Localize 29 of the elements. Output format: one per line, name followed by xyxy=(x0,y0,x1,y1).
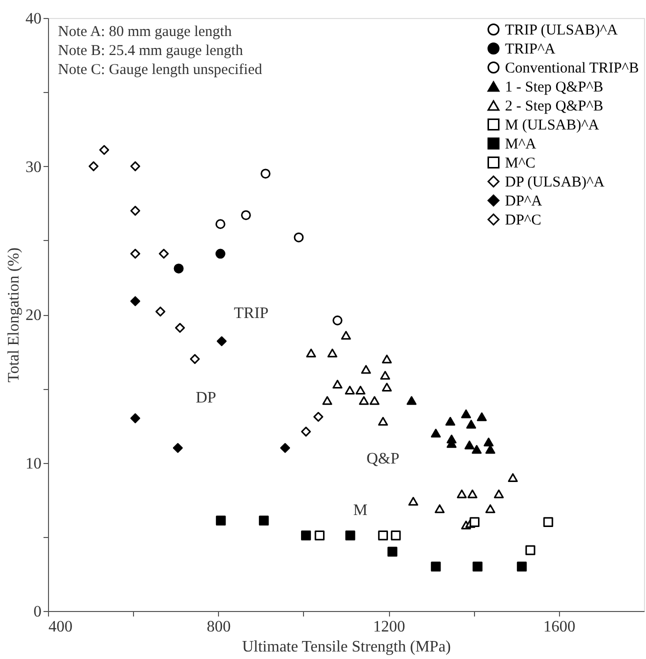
annotation: TRIP xyxy=(234,305,269,322)
legend-label: TRIP (ULSAB)^A xyxy=(505,22,618,38)
legend-label: M^C xyxy=(505,156,536,172)
x-tick-label: 1600 xyxy=(543,618,576,636)
legend-label: TRIP^A xyxy=(505,42,556,58)
annotation: DP xyxy=(196,390,216,407)
y-tick-label: 0 xyxy=(34,604,42,620)
y-tick-label: 30 xyxy=(26,158,42,176)
legend-label: 2 - Step Q&P^B xyxy=(505,98,604,114)
legend-label: M (ULSAB)^A xyxy=(505,118,600,134)
x-tick-label: 800 xyxy=(206,618,231,636)
y-tick-label: 40 xyxy=(26,10,42,28)
x-axis-title: Ultimate Tensile Strength (MPa) xyxy=(242,638,451,656)
legend-label: M^A xyxy=(505,136,536,152)
legend-label: DP^C xyxy=(505,212,542,228)
annotation: M xyxy=(353,502,368,520)
annotation: Note A: 80 mm gauge length xyxy=(58,24,232,40)
legend-label: DP^A xyxy=(505,194,542,210)
annotation: Note C: Gauge length unspecified xyxy=(58,62,263,78)
y-tick-label: 20 xyxy=(26,307,42,324)
annotation: Note B: 25.4 mm gauge length xyxy=(58,43,244,59)
legend-label: 1 - Step Q&P^B xyxy=(505,80,604,96)
x-tick-label: 400 xyxy=(48,618,72,636)
legend-label: DP (ULSAB)^A xyxy=(505,174,605,190)
annotation: Q&P xyxy=(366,450,400,468)
x-tick-label: 1200 xyxy=(373,618,406,636)
y-tick-label: 10 xyxy=(26,455,42,472)
legend-label: Conventional TRIP^B xyxy=(505,60,639,76)
y-axis-title: Total Elongation (%) xyxy=(6,248,22,382)
